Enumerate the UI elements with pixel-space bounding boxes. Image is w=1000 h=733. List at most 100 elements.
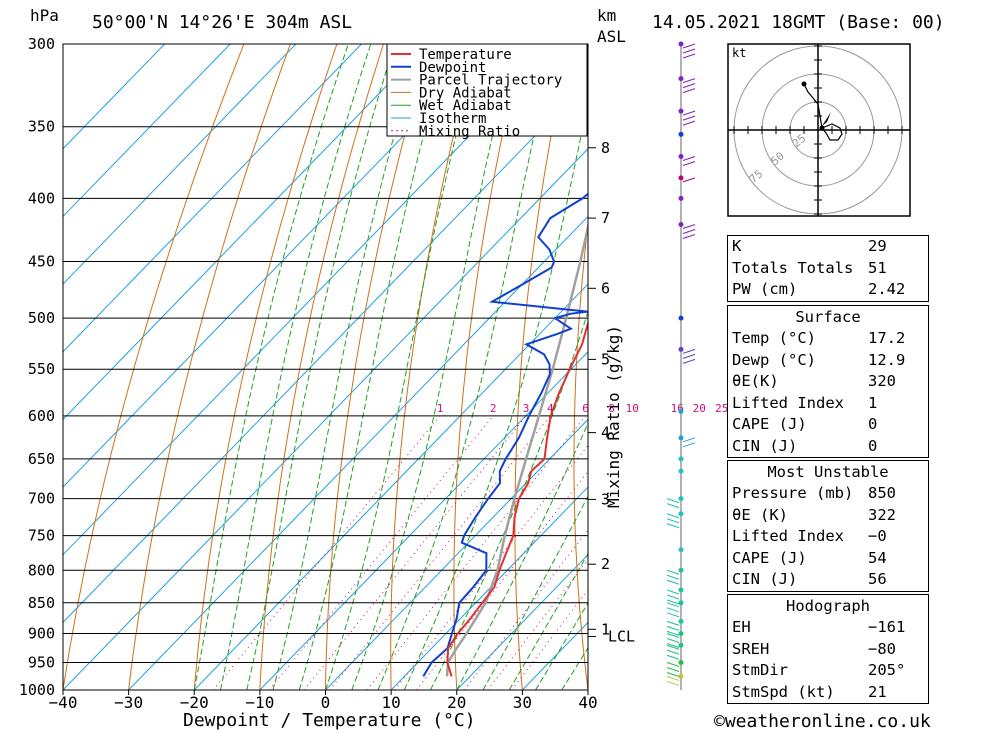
barb-dot <box>678 496 684 502</box>
barb-flag <box>666 602 680 608</box>
storm-motion-arrow <box>822 112 831 126</box>
barb-flag <box>666 649 680 655</box>
barb-flag <box>682 83 696 89</box>
surface-cin-label: CIN (J) <box>732 436 798 455</box>
mu-cape-value: 54 <box>868 548 887 567</box>
wet-adiabat-line <box>508 552 588 690</box>
barb-dot <box>678 468 684 474</box>
mu-cin-value: 56 <box>868 570 887 588</box>
surface-cin-value: 0 <box>868 436 878 455</box>
mixing-ratio-axis-title: Mixing Ratio (g/kg) <box>604 324 623 508</box>
lcl-label: LCL <box>608 627 635 645</box>
barb-flag <box>666 518 680 524</box>
barb-dot <box>678 154 684 160</box>
pressure-tick-label: 450 <box>28 253 55 271</box>
pressure-tick-label: 750 <box>28 527 55 545</box>
dry-adiabat-line <box>128 44 291 690</box>
barb-flag <box>666 667 680 672</box>
barb-flag <box>666 625 680 631</box>
wet-adiabat-line <box>377 44 556 690</box>
barb-flag <box>666 654 680 660</box>
k-index-row: K 29 <box>728 236 928 258</box>
barb-flag <box>682 53 696 59</box>
mu-cape-label: CAPE (J) <box>732 548 807 567</box>
pressure-tick-label: 650 <box>28 450 55 468</box>
stmspd-label: StmSpd (kt) <box>732 682 835 701</box>
hodograph-origin-dot <box>819 125 825 131</box>
pressure-tick-label: 400 <box>28 189 55 207</box>
barb-flag <box>666 503 680 509</box>
x-axis-title: Dewpoint / Temperature (°C) <box>183 710 476 731</box>
isotherm-line <box>63 44 231 218</box>
isotherm-line <box>63 44 494 488</box>
barb-dot <box>678 76 684 82</box>
x-tick-label: 10 <box>381 693 400 712</box>
isotherm-line <box>63 44 559 556</box>
dry-adiabat-line <box>941 44 1000 690</box>
barb-flag <box>682 88 696 94</box>
hodograph-trace <box>821 123 843 141</box>
mu-pressure-label: Pressure (mb) <box>732 484 854 502</box>
barb-dot <box>678 408 684 414</box>
sreh-label: SREH <box>732 639 770 658</box>
eh-value: −161 <box>868 618 906 636</box>
isotherm-line <box>63 148 588 690</box>
stmdir-label: StmDir <box>732 661 788 679</box>
x-tick-label: −10 <box>245 693 274 712</box>
mu-theta-value: 322 <box>868 505 896 524</box>
barb-dot <box>678 435 684 441</box>
totals-row: Totals Totals 51 <box>728 258 928 280</box>
surface-li-value: 1 <box>868 393 878 412</box>
dry-adiabat-line <box>193 44 338 690</box>
sreh-value: −80 <box>868 639 896 658</box>
barb-dot <box>678 642 684 648</box>
hodo-stats-title: Hodograph <box>786 597 870 615</box>
barb-flag <box>666 569 680 575</box>
barb-flag <box>666 662 680 667</box>
tt-label: Totals Totals <box>732 258 854 277</box>
pressure-tick-label: 350 <box>28 118 55 136</box>
barb-flag <box>682 229 696 235</box>
mixing-ratio-label: 10 <box>626 402 639 415</box>
barb-flag <box>682 120 696 126</box>
isotherm-line <box>456 553 588 690</box>
barb-flag <box>666 630 680 636</box>
surface-dewp-value: 12.9 <box>868 350 906 369</box>
barb-dot <box>678 195 684 201</box>
barb-flag <box>666 612 680 618</box>
surface-theta-label: θE(K) <box>732 372 779 390</box>
pw-label: PW (cm) <box>732 280 798 298</box>
hodograph-unit-label: kt <box>732 46 746 60</box>
wet-adiabat-line <box>246 44 396 690</box>
barb-flag <box>666 620 680 626</box>
barb-flag <box>682 78 696 84</box>
surface-temp-label: Temp (°C) <box>732 329 816 347</box>
barb-dot <box>678 175 684 181</box>
barb-flag <box>682 177 696 183</box>
indices-panel: K 29 Totals Totals 51 PW (cm) 2.42 <box>727 235 929 302</box>
km-tick-label: 8 <box>601 139 610 157</box>
x-tick-label: 30 <box>513 693 532 712</box>
barb-dot <box>678 315 684 321</box>
pressure-tick-label: 900 <box>28 624 55 642</box>
barb-flag <box>682 115 696 121</box>
barb-flag <box>682 437 696 443</box>
hodograph-stats-panel: Hodograph EH −161 SREH −80 StmDir 205° StmS… <box>727 594 929 704</box>
x-tick-label: −20 <box>180 693 209 712</box>
hodograph-end-dot <box>801 81 807 87</box>
pressure-tick-label: 1000 <box>19 681 55 699</box>
eh-label: EH <box>732 618 751 636</box>
isotherm-line <box>63 44 362 353</box>
dry-adiabat-line <box>325 44 431 690</box>
pressure-tick-label: 600 <box>28 407 55 425</box>
barb-flag <box>666 607 680 613</box>
km-tick-label: 3 <box>601 490 610 508</box>
dry-adiabat-line <box>259 44 384 690</box>
legend-entry: Isotherm <box>419 111 486 127</box>
pressure-tick-label: 850 <box>28 594 55 612</box>
x-tick-label: −40 <box>49 693 78 712</box>
barb-dot <box>678 456 684 462</box>
barb-flag <box>682 224 696 230</box>
